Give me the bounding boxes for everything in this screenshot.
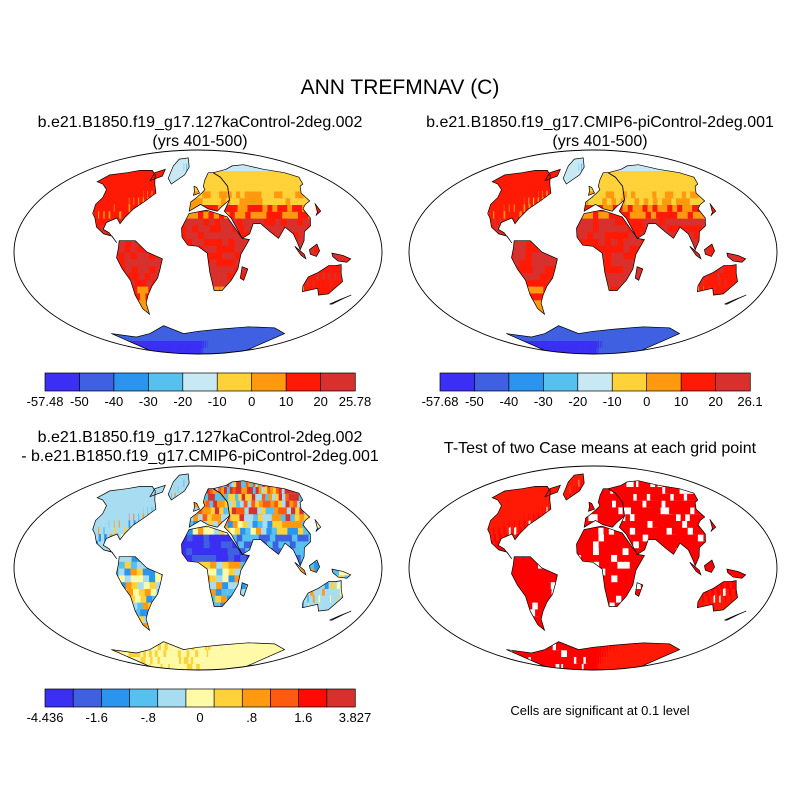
colorbar-3-label-3: 0 bbox=[196, 710, 203, 725]
colorbar-2-swatch-4 bbox=[577, 372, 613, 392]
colorbar-3-swatch-2 bbox=[101, 688, 131, 708]
colorbar-2-label-3: -30 bbox=[534, 394, 553, 409]
colorbar-1-swatch-0 bbox=[44, 372, 81, 392]
colorbar-2-label-6: 0 bbox=[643, 394, 650, 409]
colorbar-2-label-1: -50 bbox=[465, 394, 484, 409]
colorbar-2-label-8: 20 bbox=[708, 394, 722, 409]
colorbar-3-swatch-4 bbox=[157, 688, 187, 708]
colorbar-1-label-7: 10 bbox=[279, 394, 293, 409]
colorbar-3-swatch-3 bbox=[129, 688, 159, 708]
map-panel-3 bbox=[13, 465, 383, 671]
colorbar-1-swatch-2 bbox=[113, 372, 149, 392]
colorbar-2-label-7: 10 bbox=[674, 394, 688, 409]
colorbar-2-label-9: 26.1 bbox=[737, 394, 762, 409]
panel1-title-line1: b.e21.B1850.f19_g17.127kaControl-2deg.00… bbox=[37, 114, 363, 131]
colorbar-2-swatch-1 bbox=[474, 372, 510, 392]
panel4-title: T-Test of two Case means at each grid po… bbox=[400, 439, 800, 458]
colorbar-1-label-1: -50 bbox=[70, 394, 89, 409]
panel3-title-line2: - b.e21.B1850.f19_g17.CMIP6-piControl-2d… bbox=[21, 448, 379, 465]
panel3-title: b.e21.B1850.f19_g17.127kaControl-2deg.00… bbox=[0, 428, 400, 466]
panel2-title: b.e21.B1850.f19_g17.CMIP6-piControl-2deg… bbox=[400, 113, 800, 151]
colorbar-3-swatch-7 bbox=[241, 688, 272, 708]
colorbar-1-label-8: 20 bbox=[313, 394, 327, 409]
colorbar-3-label-4: .8 bbox=[246, 710, 257, 725]
colorbar-2-swatch-5 bbox=[611, 372, 648, 392]
colorbar-3-swatch-10 bbox=[326, 688, 356, 708]
colorbar-1-label-6: 0 bbox=[248, 394, 255, 409]
colorbar-1-swatch-8 bbox=[320, 372, 356, 392]
colorbar-2-swatch-3 bbox=[542, 372, 579, 392]
colorbar-1-label-9: 25.78 bbox=[339, 394, 372, 409]
panel3-title-line1: b.e21.B1850.f19_g17.127kaControl-2deg.00… bbox=[37, 429, 363, 446]
colorbar-2-swatch-6 bbox=[646, 372, 682, 392]
colorbar-3-label-6: 3.827 bbox=[339, 710, 372, 725]
colorbar-2-label-0: -57.68 bbox=[422, 394, 459, 409]
map-panel-1 bbox=[13, 149, 383, 355]
colorbar-2-label-2: -40 bbox=[500, 394, 519, 409]
panel1-title: b.e21.B1850.f19_g17.127kaControl-2deg.00… bbox=[0, 113, 400, 151]
panel2-title-line2: (yrs 401-500) bbox=[552, 133, 648, 150]
colorbar-3-label-2: -.8 bbox=[141, 710, 156, 725]
colorbar-2-swatch-7 bbox=[680, 372, 717, 392]
colorbar-1-swatch-6 bbox=[251, 372, 287, 392]
colorbar-3-label-0: -4.436 bbox=[27, 710, 64, 725]
map-panel-4 bbox=[408, 465, 778, 671]
colorbar-panel-3: -4.436 -1.6 -.8 0 .8 1.6 3.827 bbox=[27, 688, 372, 725]
colorbar-1-swatch-4 bbox=[182, 372, 218, 392]
colorbar-2-label-4: -20 bbox=[568, 394, 587, 409]
panel1-title-line2: (yrs 401-500) bbox=[152, 133, 248, 150]
colorbar-3-swatch-5 bbox=[185, 688, 215, 708]
colorbar-1-label-3: -30 bbox=[139, 394, 158, 409]
colorbar-2-swatch-0 bbox=[439, 372, 476, 392]
significance-note: Cells are significant at 0.1 level bbox=[510, 703, 690, 718]
colorbar-1-label-5: -10 bbox=[208, 394, 227, 409]
colorbar-1-label-4: -20 bbox=[173, 394, 192, 409]
colorbar-2-swatch-2 bbox=[508, 372, 544, 392]
colorbar-1-swatch-7 bbox=[285, 372, 322, 392]
colorbar-3-swatch-6 bbox=[213, 688, 243, 708]
panel4-title-line1: T-Test of two Case means at each grid po… bbox=[443, 440, 757, 457]
colorbar-panel-1: -57.48 -50 -40 -30 -20 -10 0 10 20 25.78 bbox=[27, 372, 372, 409]
colorbar-3-label-5: 1.6 bbox=[294, 710, 312, 725]
colorbar-1-label-0: -57.48 bbox=[27, 394, 64, 409]
colorbar-3-swatch-1 bbox=[72, 688, 103, 708]
colorbar-1-swatch-3 bbox=[147, 372, 184, 392]
colorbar-1-swatch-5 bbox=[216, 372, 253, 392]
panel2-title-line1: b.e21.B1850.f19_g17.CMIP6-piControl-2deg… bbox=[426, 114, 774, 131]
colorbar-2-swatch-8 bbox=[715, 372, 751, 392]
colorbar-3-swatch-8 bbox=[270, 688, 300, 708]
colorbar-1-label-2: -40 bbox=[105, 394, 124, 409]
map-panel-2 bbox=[408, 149, 778, 355]
colorbar-panel-2: -57.68 -50 -40 -30 -20 -10 0 10 20 26.1 bbox=[422, 372, 763, 409]
colorbar-3-label-1: -1.6 bbox=[85, 710, 107, 725]
colorbar-2-label-5: -10 bbox=[603, 394, 622, 409]
colorbar-1-swatch-1 bbox=[79, 372, 115, 392]
figure-title: ANN TREFMNAV (C) bbox=[300, 76, 500, 99]
colorbar-3-swatch-0 bbox=[44, 688, 74, 708]
colorbar-3-swatch-9 bbox=[298, 688, 328, 708]
